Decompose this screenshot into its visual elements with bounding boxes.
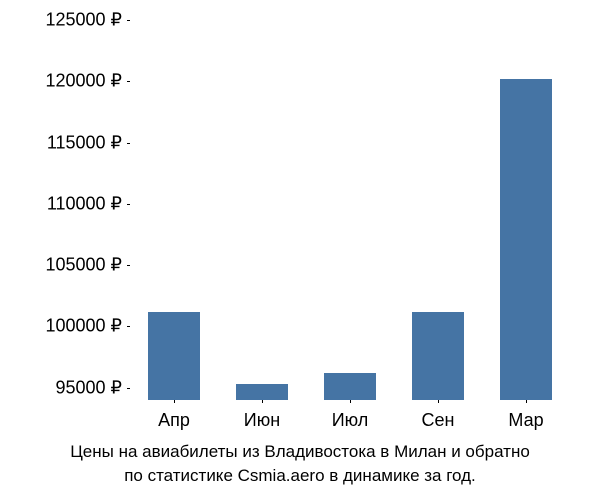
- x-tick-label: Сен: [422, 410, 455, 431]
- bar: [148, 312, 201, 400]
- plot-area: [130, 20, 570, 400]
- y-tick-mark: [127, 265, 130, 266]
- y-tick-mark: [127, 81, 130, 82]
- x-tick-mark: [438, 400, 439, 403]
- y-tick-label: 115000 ₽: [47, 132, 122, 153]
- chart-caption: Цены на авиабилеты из Владивостока в Мил…: [0, 440, 600, 488]
- y-tick-mark: [127, 388, 130, 389]
- y-tick-mark: [127, 204, 130, 205]
- y-tick-label: 110000 ₽: [47, 193, 122, 214]
- y-tick-mark: [127, 143, 130, 144]
- x-tick-label: Июн: [244, 410, 280, 431]
- y-tick-mark: [127, 326, 130, 327]
- caption-line-2: по статистике Csmia.aero в динамике за г…: [0, 464, 600, 488]
- bar: [324, 373, 377, 400]
- x-tick-mark: [262, 400, 263, 403]
- x-tick-mark: [350, 400, 351, 403]
- price-chart: 95000 ₽ 100000 ₽ 105000 ₽ 110000 ₽ 115000 ₽ 1…: [0, 0, 600, 500]
- bar: [412, 312, 465, 400]
- caption-line-1: Цены на авиабилеты из Владивостока в Мил…: [0, 440, 600, 464]
- x-tick-label: Апр: [158, 410, 190, 431]
- x-tick-label: Мар: [508, 410, 543, 431]
- y-tick-mark: [127, 20, 130, 21]
- bar: [236, 384, 289, 400]
- x-tick-label: Июл: [332, 410, 369, 431]
- y-tick-label: 100000 ₽: [45, 316, 122, 337]
- y-tick-label: 105000 ₽: [45, 255, 122, 276]
- x-tick-mark: [526, 400, 527, 403]
- y-tick-label: 125000 ₽: [45, 10, 122, 31]
- y-tick-label: 95000 ₽: [55, 377, 122, 398]
- y-tick-label: 120000 ₽: [45, 71, 122, 92]
- bar: [500, 79, 553, 400]
- x-tick-mark: [174, 400, 175, 403]
